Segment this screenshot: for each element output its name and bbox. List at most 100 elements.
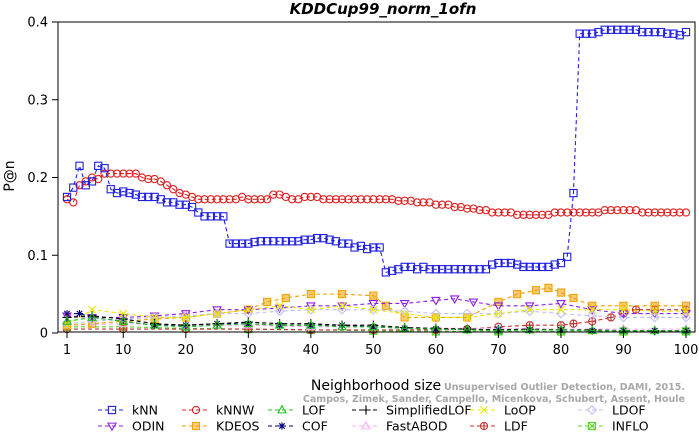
data-point-knn — [463, 265, 472, 274]
data-point-knn — [488, 260, 497, 269]
legend-label-fastabod: FastABOD — [386, 419, 448, 434]
y-tick-label: 0.1 — [27, 249, 48, 264]
data-point-knnw — [656, 208, 666, 217]
data-point-knnw — [513, 210, 522, 219]
data-point-ldof — [618, 312, 629, 323]
data-point-knnw — [431, 200, 441, 209]
data-point-knn — [506, 258, 516, 268]
data-point-odin — [368, 300, 379, 309]
data-point-knnw — [156, 177, 165, 186]
data-point-ldof — [399, 306, 410, 317]
x-tick-label: 50 — [365, 343, 382, 358]
data-point-loop — [181, 313, 190, 322]
data-point-knn — [75, 161, 84, 170]
data-point-odin — [468, 298, 479, 308]
data-point-simplifiedlof — [118, 314, 128, 324]
series-line-ldof — [66, 309, 686, 325]
y-axis-label: P@n — [2, 160, 18, 191]
data-point-knn — [425, 265, 434, 274]
data-point-knnw — [106, 169, 115, 178]
legend-item-simplifiedlof: SimplifiedLOF — [352, 403, 472, 418]
watermark-line-1: Unsupervised Outlier Detection, DAMI, 20… — [444, 382, 685, 393]
data-point-knnw — [119, 169, 128, 178]
data-point-loop — [463, 313, 472, 322]
data-point-knnw — [200, 195, 209, 204]
data-point-fastabod — [243, 319, 254, 329]
data-point-knn — [269, 237, 278, 246]
data-point-lof — [243, 318, 254, 328]
data-point-ldof — [305, 304, 316, 315]
data-point-odin — [399, 300, 410, 309]
data-point-kdeos — [531, 286, 541, 295]
data-point-lof — [368, 321, 379, 331]
legend-label-lof: LOF — [302, 403, 326, 418]
data-point-lof — [118, 316, 129, 325]
data-point-ldof — [493, 308, 504, 319]
x-tick-label: 20 — [178, 343, 195, 358]
plot-area — [62, 25, 691, 336]
x-tick-label: 1 — [63, 343, 71, 358]
data-point-knnw — [494, 208, 503, 217]
legend-item-odin: ODIN — [98, 419, 165, 434]
legend-label-kdeos: KDEOS — [216, 419, 260, 434]
data-point-knn — [581, 29, 591, 38]
data-point-knnw — [406, 196, 416, 205]
legend-label-loop: LoOP — [504, 403, 536, 418]
data-point-kdeos — [650, 301, 659, 310]
data-point-knn — [525, 262, 534, 272]
legend-label-cof: COF — [302, 419, 328, 434]
legend-label-knn: kNN — [132, 403, 158, 418]
data-point-knn — [381, 268, 391, 277]
data-point-knn — [112, 188, 122, 198]
data-point-loop — [88, 305, 96, 314]
data-point-odin — [449, 295, 460, 305]
data-point-knnw — [650, 208, 659, 217]
data-point-loop — [682, 307, 690, 316]
data-point-knnw — [137, 173, 147, 182]
data-point-kdeos — [369, 291, 378, 300]
data-point-knn — [206, 212, 215, 221]
data-point-loop — [63, 321, 71, 330]
data-point-knn — [119, 187, 128, 196]
data-point-lof — [62, 316, 72, 325]
data-point-knn — [256, 237, 265, 246]
data-point-knn — [350, 243, 359, 252]
data-point-knn — [419, 262, 428, 272]
data-point-knnw — [306, 192, 315, 202]
x-tick-label: 10 — [115, 343, 132, 358]
data-point-knnw — [356, 195, 366, 204]
data-point-knn — [394, 265, 403, 274]
data-point-knn — [631, 25, 641, 34]
data-point-knn — [219, 212, 228, 221]
data-point-loop — [338, 301, 347, 310]
data-point-knn — [594, 27, 603, 37]
data-point-knnw — [581, 208, 591, 217]
data-point-knnw — [325, 195, 334, 204]
data-point-knn — [287, 237, 297, 246]
data-point-knnw — [300, 192, 309, 202]
data-point-knn — [412, 265, 422, 274]
data-point-knn — [319, 233, 328, 243]
data-point-knnw — [244, 195, 253, 204]
data-point-knn — [181, 200, 190, 209]
data-point-odin — [618, 310, 629, 319]
data-point-knn — [62, 192, 72, 202]
legend-label-ldof: LDOF — [612, 403, 646, 418]
plot-frame — [57, 21, 696, 333]
data-point-knn — [250, 237, 259, 247]
data-point-knnw — [94, 174, 103, 184]
data-point-knn — [638, 27, 647, 37]
data-point-knn — [87, 177, 97, 186]
series-knnw — [62, 169, 691, 219]
data-point-knn — [406, 262, 416, 272]
data-point-knnw — [538, 210, 547, 219]
data-point-knnw — [319, 195, 328, 204]
data-point-knn — [681, 27, 691, 37]
data-point-knnw — [194, 195, 203, 204]
data-point-knnw — [350, 195, 359, 204]
data-point-loop — [119, 309, 128, 318]
data-point-ldof — [212, 308, 223, 319]
legend-marker-kdeos — [191, 421, 201, 431]
legend-item-lof: LOF — [268, 403, 326, 418]
data-point-knn — [300, 235, 309, 244]
